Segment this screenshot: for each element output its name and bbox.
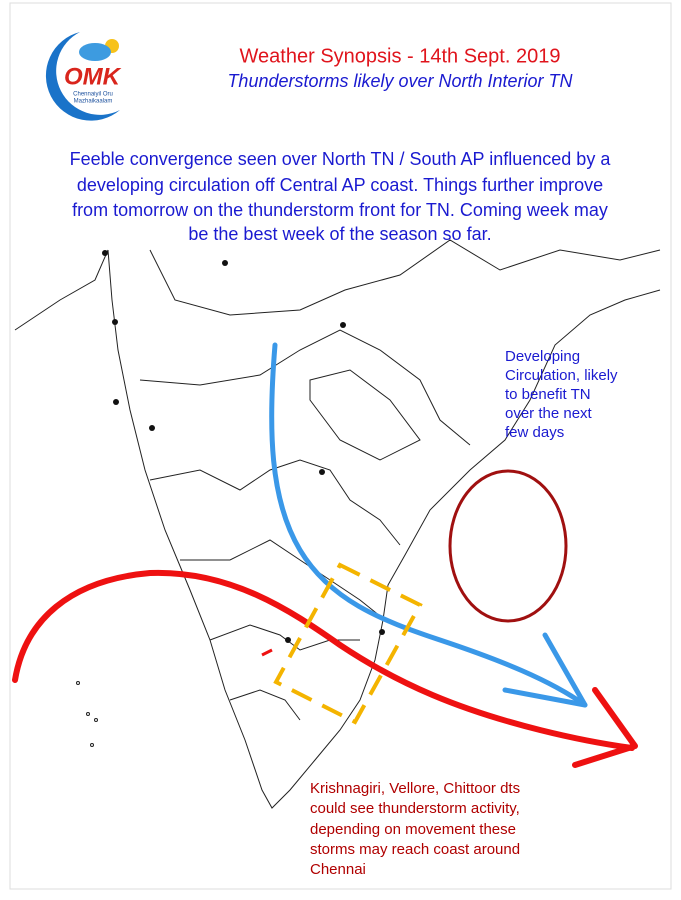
annotation-line: storms may reach coast around — [310, 841, 520, 858]
title: Weather Synopsis - 14th Sept. 2019 — [240, 45, 561, 67]
annotation-line: Krishnagiri, Vellore, Chittoor dts — [310, 780, 520, 797]
annotation-storms: Krishnagiri, Vellore, Chittoor dts could… — [310, 780, 520, 878]
annotation-line: few days — [505, 424, 564, 441]
annotation-line: over the next — [505, 405, 593, 422]
logo-caption: Mazhaikaalam — [74, 99, 113, 105]
summary-line: developing circulation off Central AP co… — [77, 175, 603, 195]
annotation-line: Chennai — [310, 861, 366, 878]
logo-cloud — [79, 43, 111, 61]
circulation-arrowhead — [502, 632, 588, 708]
summary-line: from tomorrow on the thunderstorm front … — [72, 200, 608, 220]
frame — [9, 2, 672, 890]
annotation-line: Circulation, likely — [505, 367, 618, 384]
city-dot — [379, 629, 385, 635]
summary: Feeble convergence seen over North TN / … — [70, 149, 612, 244]
convergence-arrow — [12, 569, 635, 751]
annotation-circulation: Developing Circulation, likely to benefi… — [505, 348, 618, 441]
subtitle: Thunderstorms likely over North Interior… — [227, 71, 573, 91]
coastline — [14, 249, 661, 809]
logo-caption: Chennaiyil Oru — [73, 92, 113, 98]
annotation-line: could see thunderstorm activity, — [310, 800, 520, 817]
annotation-line: depending on movement these — [310, 821, 516, 838]
circulation-marker — [448, 469, 568, 623]
city-dot — [222, 260, 228, 266]
map — [14, 239, 661, 809]
logo-text: OMK — [64, 63, 122, 90]
city-dots — [102, 250, 385, 643]
annotation-line: to benefit TN — [505, 386, 591, 403]
logo-moon — [45, 32, 121, 121]
circulation-arrow — [269, 342, 588, 708]
city-dot — [113, 399, 119, 405]
city-dot — [102, 250, 108, 256]
thunderstorm-zone — [273, 562, 423, 725]
city-dot — [340, 322, 346, 328]
logo: OMK Chennaiyil Oru Mazhaikaalam — [45, 32, 122, 121]
city-dot — [285, 637, 291, 643]
state-border — [139, 239, 661, 721]
convergence-arrowhead — [572, 687, 638, 768]
red-mark — [261, 648, 273, 657]
annotation-line: Developing — [505, 348, 580, 365]
city-dot — [112, 319, 118, 325]
city-dot — [319, 469, 325, 475]
summary-line: be the best week of the season so far. — [188, 224, 491, 244]
summary-line: Feeble convergence seen over North TN / … — [70, 149, 612, 169]
islands — [76, 681, 98, 747]
city-dot — [149, 425, 155, 431]
